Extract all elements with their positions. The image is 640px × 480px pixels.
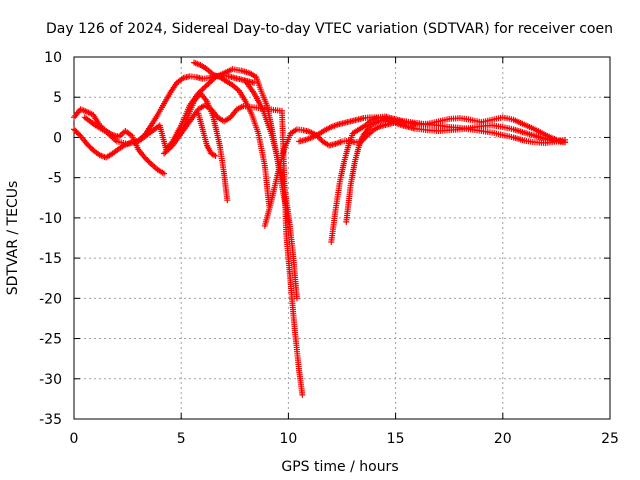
grid-layer <box>74 57 610 419</box>
x-tick-label: 0 <box>70 431 79 447</box>
plot-frame <box>73 56 611 420</box>
y-axis-label: SDTVAR / TECUs <box>5 181 21 296</box>
x-axis-label: GPS time / hours <box>281 459 398 475</box>
series-track-4 <box>161 102 306 398</box>
data-point <box>299 391 306 398</box>
y-axis: 10 5 0 -5 -10 -15 -20 -25 -30 -35 <box>39 50 610 428</box>
y-tick-label: -15 <box>39 251 62 267</box>
data-point <box>293 295 300 302</box>
x-tick-label: 10 <box>279 431 297 447</box>
series-track-7 <box>195 110 219 159</box>
chart-title: Day 126 of 2024, Sidereal Day-to-day VTE… <box>46 21 613 37</box>
x-tick-label: 5 <box>177 431 186 447</box>
data-point <box>161 170 168 177</box>
y-tick-label: -35 <box>39 412 62 428</box>
series-track-5 <box>178 90 231 204</box>
x-tick-label: 15 <box>387 431 405 447</box>
data-point <box>212 152 219 159</box>
data-points <box>71 59 568 398</box>
x-axis: 0 5 10 15 20 25 <box>70 57 619 447</box>
y-tick-label: -5 <box>48 171 62 187</box>
data-point <box>561 139 568 146</box>
y-tick-label: 0 <box>53 130 62 146</box>
x-tick-label: 25 <box>601 431 619 447</box>
y-tick-label: -20 <box>39 291 62 307</box>
data-point <box>146 159 153 166</box>
data-point <box>224 197 231 204</box>
y-tick-label: -10 <box>39 211 62 227</box>
y-tick-label: -25 <box>39 332 62 348</box>
y-tick-label: 5 <box>53 90 62 106</box>
series-track-8 <box>242 78 300 302</box>
x-tick-label: 20 <box>494 431 512 447</box>
y-tick-label: 10 <box>44 50 62 66</box>
series-track-6 <box>191 59 273 209</box>
y-tick-label: -30 <box>39 372 62 388</box>
series-track-12 <box>296 114 568 146</box>
